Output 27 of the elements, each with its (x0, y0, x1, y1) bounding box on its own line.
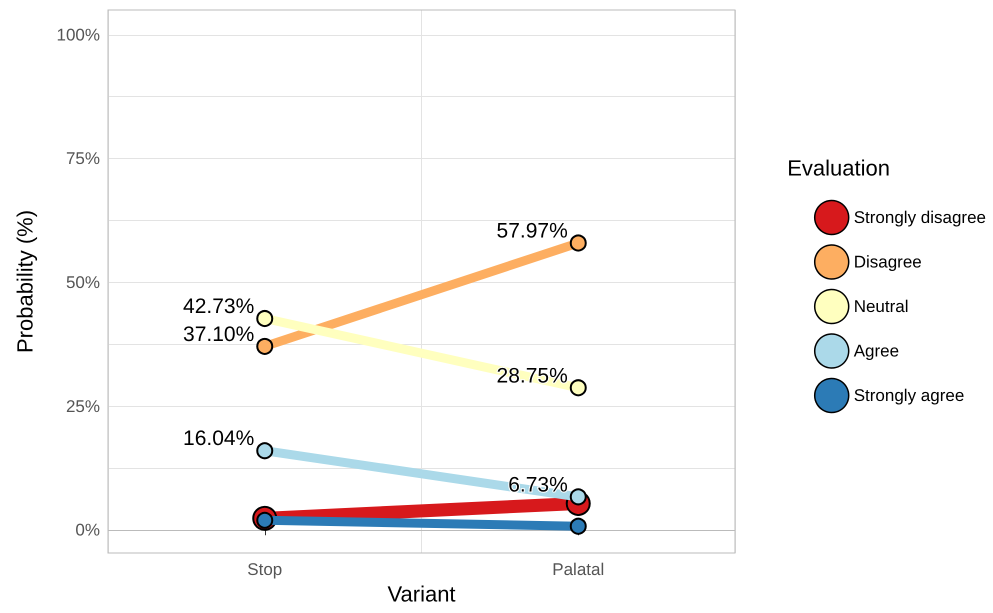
x-axis-title: Variant (387, 582, 456, 606)
y-tick-label: 25% (66, 396, 100, 416)
point (256, 310, 274, 328)
y-tick-label: 0% (75, 520, 100, 540)
y-tick-label: 50% (66, 272, 100, 292)
data-label: 16.04% (183, 427, 254, 450)
point (570, 234, 587, 252)
legend-label: Neutral (854, 297, 909, 316)
data-label: 28.75% (496, 364, 568, 388)
y-tick-label: 75% (66, 149, 100, 168)
legend-label: Strongly agree (854, 386, 964, 405)
point (570, 518, 587, 535)
legend-label: Disagree (854, 252, 922, 272)
x-tick-label: Stop (247, 560, 282, 579)
data-label: 42.73% (183, 295, 254, 318)
legend-label: Agree (854, 342, 900, 360)
data-label: 57.97% (496, 220, 568, 243)
data-label: 37.10% (183, 322, 254, 346)
x-tick-label: Palatal (552, 560, 604, 579)
legend-title: Evaluation (787, 156, 890, 180)
y-axis-title: Probability (%) (12, 210, 38, 354)
point (256, 338, 274, 355)
legend-label: Strongly disagree (854, 208, 986, 227)
point (256, 442, 274, 460)
y-tick-label: 100% (56, 25, 100, 44)
point (570, 379, 587, 396)
data-label: 6.73% (508, 473, 568, 496)
